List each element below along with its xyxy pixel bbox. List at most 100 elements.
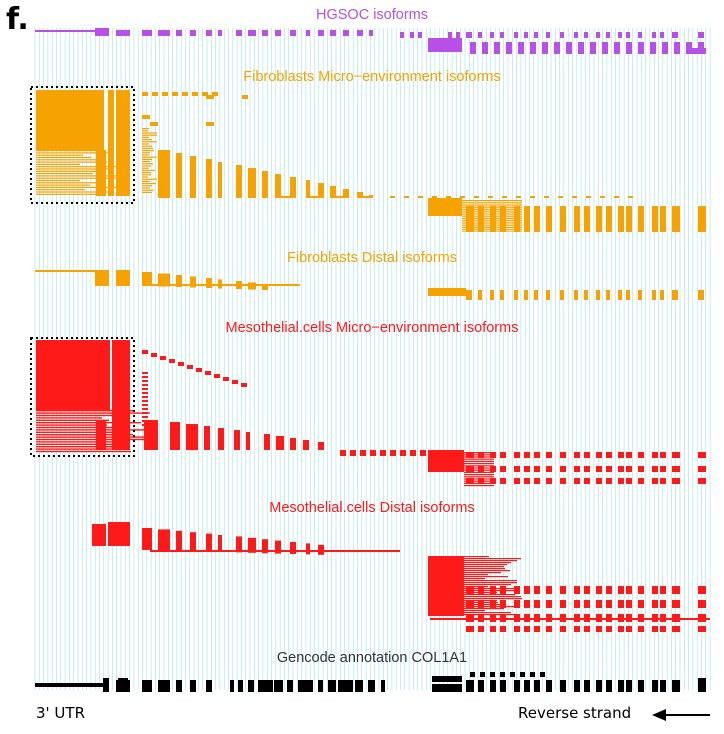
meso-micro-exon (638, 466, 644, 472)
gencode-utr (35, 683, 109, 687)
fib-micro-exon (116, 90, 130, 196)
meso-micro-exon (606, 452, 612, 458)
fib-micro-exon (558, 196, 563, 198)
meso-distal-exon (652, 586, 658, 594)
fib-micro-intron (142, 163, 153, 165)
meso-micro-block (428, 450, 464, 472)
meso-micro-intron (142, 400, 148, 402)
hgsoc-exon (584, 32, 588, 38)
gencode-exon (298, 680, 303, 692)
fib-micro-intron (36, 154, 83, 156)
fib-micro-exon (330, 186, 336, 198)
fib-micro-exon (262, 171, 268, 198)
meso-micro-exon (524, 478, 530, 484)
fib-micro-exon (660, 206, 666, 232)
meso-micro-exon (546, 478, 552, 484)
fib-micro-intron (142, 150, 154, 152)
meso-micro-exon (370, 450, 376, 456)
meso-distal-exon (546, 586, 552, 594)
fib-micro-exon (212, 92, 218, 96)
meso-micro-exon (410, 450, 416, 456)
meso-distal-exon (652, 626, 658, 632)
fib-micro-exon (698, 206, 706, 232)
hgsoc-exon (638, 42, 644, 54)
meso-distal-exon (158, 529, 170, 551)
meso-micro-exon (466, 466, 474, 472)
meso-distal-exon (626, 586, 632, 594)
hgsoc-exon (448, 32, 452, 38)
fib-micro-exon (172, 92, 178, 96)
hgsoc-exon (95, 28, 109, 36)
gencode-exon (328, 680, 333, 692)
meso-distal-exon (478, 626, 484, 632)
meso-micro-exon (360, 450, 366, 456)
fib-micro-exon (142, 115, 150, 119)
meso-micro-exon (490, 452, 496, 458)
gencode-exon (466, 680, 474, 692)
meso-distal-exon (514, 600, 520, 608)
fib-micro-block (428, 198, 462, 216)
meso-micro-exon (214, 374, 220, 378)
gencode-exon (260, 680, 268, 692)
fib-micro-exon (108, 90, 114, 196)
meso-micro-exon (626, 466, 632, 472)
meso-micro-exon (478, 478, 484, 484)
meso-distal-intron (464, 608, 504, 610)
meso-micro-intron (36, 410, 134, 412)
meso-micro-intron (142, 412, 148, 414)
gencode-exon (258, 680, 263, 692)
gencode-exon (288, 680, 293, 692)
meso-distal-exon (596, 600, 602, 608)
meso-micro-exon (196, 368, 202, 372)
fib-micro-intron (36, 179, 80, 182)
meso-distal-exon (584, 600, 590, 608)
meso-distal-exon (546, 600, 552, 608)
meso-micro-exon (574, 466, 580, 472)
gencode-exon (478, 680, 484, 692)
gencode-exon (698, 678, 706, 692)
gencode-exon (338, 680, 343, 692)
meso-distal-intron (464, 562, 511, 564)
meso-distal-exon (618, 600, 624, 608)
meso-micro-intron (36, 422, 141, 424)
meso-micro-exon (672, 478, 680, 484)
meso-micro-exon (606, 478, 612, 484)
hgsoc-exon (534, 32, 538, 38)
meso-distal-exon (574, 600, 580, 608)
fibroblast-micro-isoform-track (36, 90, 706, 232)
fib-micro-exon (206, 159, 212, 198)
fib-micro-intron (142, 134, 157, 136)
hgsoc-intron (35, 30, 95, 32)
meso-distal-intron (464, 558, 521, 560)
meso-micro-intron (36, 424, 107, 426)
fib-micro-exon (672, 206, 680, 232)
fib-micro-intron (142, 167, 149, 169)
meso-micro-exon (151, 353, 157, 357)
meso-micro-exon (234, 430, 240, 450)
fib-micro-intron (142, 174, 151, 176)
fib-micro-intron (142, 183, 156, 185)
meso-micro-intron (464, 458, 494, 460)
fib-micro-intron (462, 200, 522, 201)
meso-distal-exon (478, 600, 484, 608)
fib-micro-intron (36, 163, 80, 165)
meso-distal-exon (466, 600, 474, 608)
utr-label: 3' UTR (36, 704, 85, 722)
meso-distal-exon (660, 626, 666, 632)
meso-distal-exon (218, 535, 222, 552)
fib-micro-exon (446, 196, 451, 198)
meso-distal-intron (464, 610, 485, 612)
fib-micro-intron (36, 189, 85, 191)
meso-micro-exon (490, 466, 496, 472)
hgsoc-exon (206, 30, 212, 36)
meso-distal-intron (464, 582, 517, 584)
meso-distal-exon (534, 600, 540, 608)
meso-distal-intron (464, 586, 488, 588)
fib-distal-exon (626, 290, 630, 300)
gencode-exon (230, 680, 234, 692)
fib-distal-exon (478, 290, 482, 300)
hgsoc-exon (554, 42, 560, 54)
fib-micro-exon (638, 206, 644, 232)
fib-micro-intron (142, 130, 148, 132)
fib-micro-intron (142, 165, 151, 167)
